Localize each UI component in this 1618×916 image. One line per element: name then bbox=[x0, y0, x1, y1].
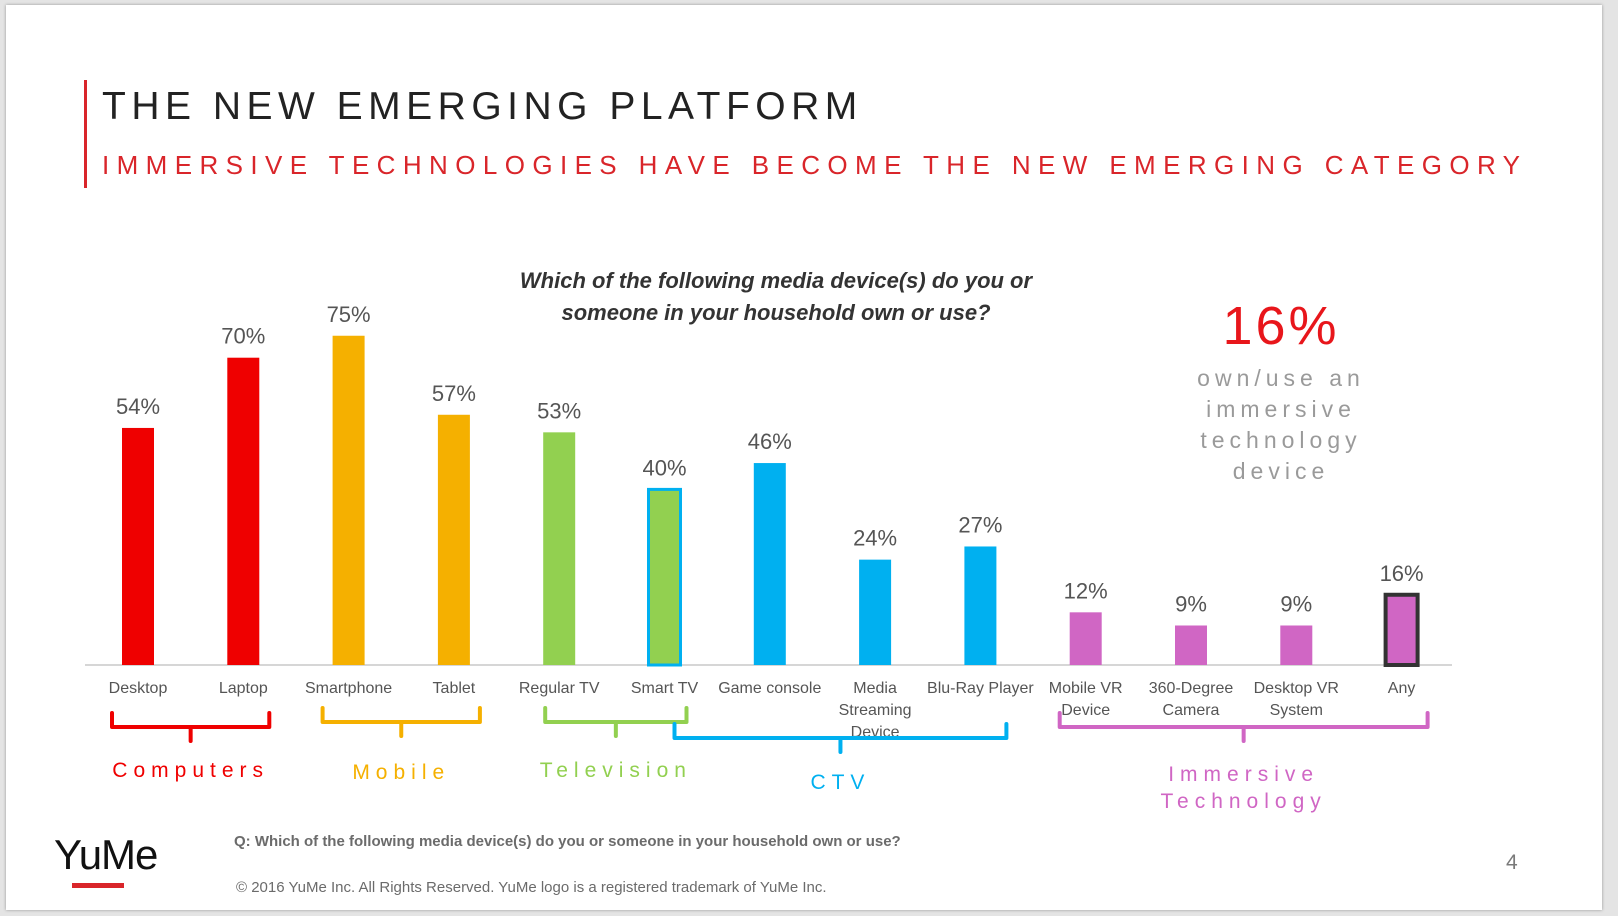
tick-label: Camera bbox=[1163, 702, 1220, 719]
tick-label: Any bbox=[1388, 680, 1416, 697]
footnote: Q: Which of the following media device(s… bbox=[234, 833, 901, 850]
tick-label: Game console bbox=[718, 680, 821, 697]
group-bracket bbox=[1057, 711, 1430, 743]
callout-text-line-1: own/use an bbox=[1197, 365, 1365, 391]
data-label: 75% bbox=[327, 302, 371, 327]
tick-label: Device bbox=[1061, 702, 1110, 719]
data-label: 9% bbox=[1280, 591, 1312, 616]
tick-label: Smart TV bbox=[631, 680, 699, 697]
tick-label: Blu-Ray Player bbox=[927, 680, 1034, 697]
bar bbox=[1175, 625, 1207, 665]
data-label: 9% bbox=[1175, 591, 1207, 616]
chart-question-line-1: Which of the following media device(s) d… bbox=[519, 268, 1033, 293]
group-bracket bbox=[672, 722, 1009, 754]
group-bracket bbox=[543, 706, 689, 738]
tick-label: Laptop bbox=[219, 680, 268, 697]
bar bbox=[753, 463, 786, 665]
tick-label: Smartphone bbox=[305, 680, 392, 697]
tick-label: 360-Degree bbox=[1149, 680, 1234, 697]
bar bbox=[859, 559, 892, 665]
tick-label: Streaming bbox=[839, 702, 912, 719]
title-accent-bar bbox=[84, 80, 87, 188]
data-label: 54% bbox=[116, 394, 160, 419]
data-label: 24% bbox=[853, 526, 897, 551]
bar bbox=[647, 487, 682, 667]
data-label: 46% bbox=[748, 429, 792, 454]
bar bbox=[122, 427, 154, 665]
group-bracket bbox=[320, 706, 482, 738]
chart-question-line-2: someone in your household own or use? bbox=[561, 300, 991, 325]
tick-label: Media bbox=[853, 680, 897, 697]
tick-label: Tablet bbox=[433, 680, 476, 697]
group-label: Technology bbox=[1161, 790, 1327, 813]
callout-text-line-3: technology bbox=[1200, 427, 1362, 453]
slide-subtitle: IMMERSIVE TECHNOLOGIES HAVE BECOME THE N… bbox=[102, 150, 1528, 180]
tick-label: Regular TV bbox=[519, 680, 600, 697]
callout-value: 16% bbox=[1222, 296, 1340, 356]
logo-underline bbox=[72, 883, 124, 888]
bar bbox=[1069, 612, 1102, 665]
chart-question: Which of the following media device(s) d… bbox=[466, 265, 1086, 329]
group-label: Computers bbox=[112, 759, 269, 782]
bar bbox=[227, 357, 260, 665]
callout-text: own/use an immersive technology device bbox=[1136, 363, 1426, 487]
bar bbox=[964, 546, 997, 665]
data-label: 16% bbox=[1380, 561, 1424, 586]
tick-label: System bbox=[1270, 702, 1323, 719]
data-label: 12% bbox=[1064, 578, 1108, 603]
slide: THE NEW EMERGING PLATFORM IMMERSIVE TECH… bbox=[6, 5, 1602, 910]
group-bracket bbox=[110, 711, 272, 743]
yume-logo: YuMe bbox=[54, 831, 194, 891]
data-label: 27% bbox=[958, 512, 1002, 537]
group-label: Television bbox=[540, 759, 692, 782]
tick-label: Mobile VR bbox=[1049, 680, 1123, 697]
bar bbox=[1280, 625, 1313, 665]
bar bbox=[1383, 592, 1420, 668]
tick-label: Desktop VR bbox=[1254, 680, 1339, 697]
logo-text: YuMe bbox=[54, 831, 158, 878]
group-label: CTV bbox=[810, 771, 870, 794]
page-number: 4 bbox=[1506, 851, 1518, 874]
callout-text-line-4: device bbox=[1232, 458, 1330, 484]
bar bbox=[437, 414, 470, 665]
data-label: 57% bbox=[432, 381, 476, 406]
tick-label: Desktop bbox=[109, 680, 168, 697]
group-label: Immersive bbox=[1168, 763, 1319, 786]
bar bbox=[332, 335, 365, 665]
data-label: 70% bbox=[221, 324, 265, 349]
slide-title: THE NEW EMERGING PLATFORM bbox=[102, 85, 863, 128]
bar bbox=[543, 432, 576, 665]
data-label: 53% bbox=[537, 398, 581, 423]
callout-text-line-2: immersive bbox=[1206, 396, 1356, 422]
copyright: © 2016 YuMe Inc. All Rights Reserved. Yu… bbox=[236, 879, 827, 896]
group-label: Mobile bbox=[352, 761, 450, 784]
data-label: 40% bbox=[642, 455, 686, 480]
